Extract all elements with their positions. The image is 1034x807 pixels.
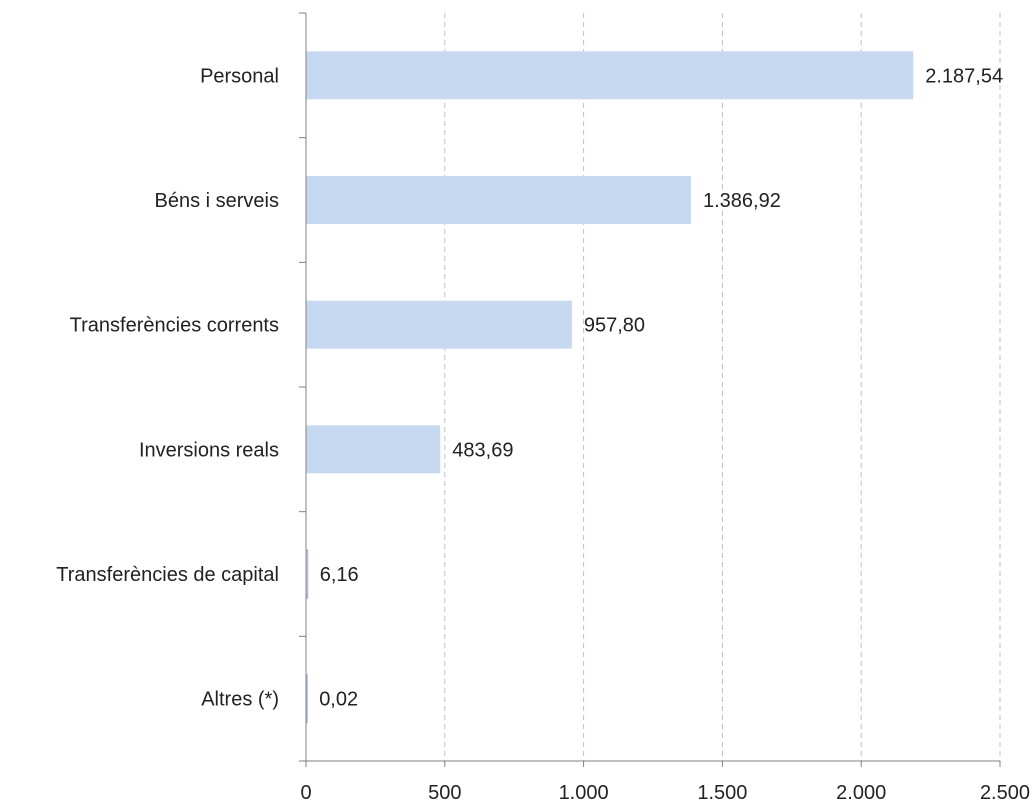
data-label-transferencies-de-capital: 6,16 [320, 564, 359, 586]
labels: Personal 2.187,54 Béns i serveis 1.386,92 Tr… [56, 65, 1030, 804]
x-tick-label-4: 2.000 [836, 782, 886, 804]
data-label-inversions-reals: 483,69 [452, 439, 513, 461]
bar-transferencies-corrents [306, 300, 572, 349]
x-tick-label-0: 0 [300, 782, 311, 804]
bar-inversions-reals [306, 425, 441, 474]
category-label-bens-i-serveis: Béns i serveis [155, 190, 280, 212]
category-label-inversions-reals: Inversions reals [139, 439, 279, 461]
category-label-transferencies-corrents: Transferències corrents [70, 315, 279, 337]
data-label-altres: 0,02 [319, 689, 358, 711]
x-tick-label-2: 1.000 [559, 782, 609, 804]
axes [299, 12, 1001, 767]
x-tick-label-1: 500 [428, 782, 461, 804]
x-tick-label-3: 1.500 [697, 782, 747, 804]
grid-lines [444, 13, 1001, 761]
bar-bens-i-serveis [306, 176, 692, 224]
bars [305, 51, 914, 724]
category-label-personal: Personal [200, 65, 279, 87]
data-label-bens-i-serveis: 1.386,92 [703, 190, 781, 212]
category-label-transferencies-de-capital: Transferències de capital [56, 564, 279, 586]
bar-personal [306, 51, 914, 100]
data-label-transferencies-corrents: 957,80 [584, 315, 645, 337]
category-label-altres: Altres (*) [201, 689, 279, 711]
data-label-personal: 2.187,54 [925, 65, 1003, 87]
x-tick-label-5: 2.500 [980, 782, 1030, 804]
